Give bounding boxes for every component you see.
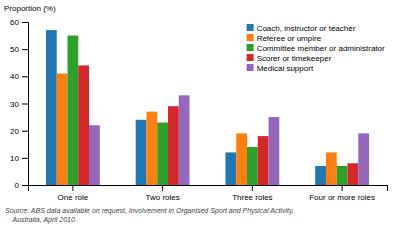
bar <box>46 30 57 185</box>
y-tick-label: 10 <box>10 154 19 163</box>
legend-label: Referee or umpire <box>257 34 322 43</box>
bar <box>179 95 190 185</box>
y-axis-title: Proportion (%) <box>4 4 56 13</box>
y-tick-mark <box>22 158 28 159</box>
x-tick-mark <box>252 185 253 191</box>
legend: Coach, instructor or teacherReferee or u… <box>247 24 385 73</box>
plot: 0 10 20 30 40 50 60 One role Two roles Three role… <box>10 18 387 202</box>
bar <box>168 106 179 185</box>
y-tick: 20 <box>10 127 28 136</box>
legend-swatch <box>247 24 254 31</box>
x-tick-label: Two roles <box>146 193 180 202</box>
bar <box>67 36 78 185</box>
bar <box>269 117 280 185</box>
y-tick-label: 0 <box>15 181 20 190</box>
bar <box>315 166 326 185</box>
y-tick-mark <box>22 104 28 105</box>
y-tick: 0 <box>15 181 28 190</box>
y-tick: 40 <box>10 72 28 81</box>
legend-item: Scorer or timekeeper <box>247 54 332 63</box>
x-tick-label: Four or more roles <box>309 193 375 202</box>
legend-item: Committee member or administrator <box>247 44 385 53</box>
x-axis-line <box>29 186 388 192</box>
legend-label: Medical support <box>257 64 314 73</box>
y-tick: 30 <box>10 100 28 109</box>
source-text: Source: ABS data available on request, I… <box>5 207 294 215</box>
y-tick-mark <box>22 49 28 50</box>
bar <box>136 120 147 185</box>
legend-swatch <box>247 44 254 51</box>
legend-label: Scorer or timekeeper <box>257 54 332 63</box>
y-tick-label: 50 <box>10 45 19 54</box>
series <box>57 74 337 185</box>
y-tick-mark <box>22 131 28 132</box>
bar <box>247 147 258 185</box>
bar <box>78 65 89 185</box>
y-tick-label: 40 <box>10 72 19 81</box>
chart-container: 0 10 20 30 40 50 60 One role Two roles Three role… <box>0 0 397 227</box>
source-text: Australia, April 2010. <box>5 216 77 224</box>
x-tick-mark <box>162 185 163 191</box>
y-tick-label: 60 <box>10 18 19 27</box>
x-tick-label: One role <box>58 193 89 202</box>
bar <box>157 123 168 185</box>
bar <box>326 152 337 185</box>
y-tick: 50 <box>10 45 28 54</box>
x-tick: Two roles <box>146 185 180 202</box>
legend-label: Committee member or administrator <box>257 44 385 53</box>
y-axis-line <box>22 23 29 186</box>
x-tick-mark <box>342 185 343 191</box>
legend-label: Coach, instructor or teacher <box>257 24 356 33</box>
x-tick: Four or more roles <box>309 185 375 202</box>
y-tick-mark <box>22 185 28 186</box>
x-tick-mark <box>72 185 73 191</box>
chart-svg: 0 10 20 30 40 50 60 One role Two roles Three role… <box>0 0 397 227</box>
x-axis: One role Two roles Three roles Four or more… <box>29 185 388 202</box>
x-tick: One role <box>58 185 89 202</box>
y-tick-mark <box>22 76 28 77</box>
legend-item: Coach, instructor or teacher <box>247 24 356 33</box>
bar <box>236 133 247 185</box>
series <box>89 95 369 185</box>
x-tick: Three roles <box>232 185 272 202</box>
bar <box>225 152 236 185</box>
bar <box>146 112 157 185</box>
y-tick-label: 20 <box>10 127 19 136</box>
bar <box>358 133 369 185</box>
y-tick-label: 30 <box>10 100 19 109</box>
bars <box>46 30 369 185</box>
source: Source: ABS data available on request, I… <box>5 207 294 224</box>
x-tick-label: Three roles <box>232 193 272 202</box>
y-tick: 60 <box>10 18 28 27</box>
legend-swatch <box>247 34 254 41</box>
series <box>78 65 358 185</box>
bar <box>258 136 269 185</box>
legend-swatch <box>247 54 254 61</box>
legend-item: Referee or umpire <box>247 34 322 43</box>
bar <box>337 166 348 185</box>
y-tick: 10 <box>10 154 28 163</box>
bar <box>348 163 359 185</box>
series <box>67 36 347 185</box>
y-axis: 0 10 20 30 40 50 60 <box>10 18 28 190</box>
legend-item: Medical support <box>247 64 314 73</box>
bar <box>57 74 68 185</box>
bar <box>89 125 100 185</box>
legend-swatch <box>247 64 254 71</box>
y-tick-mark <box>22 22 28 23</box>
